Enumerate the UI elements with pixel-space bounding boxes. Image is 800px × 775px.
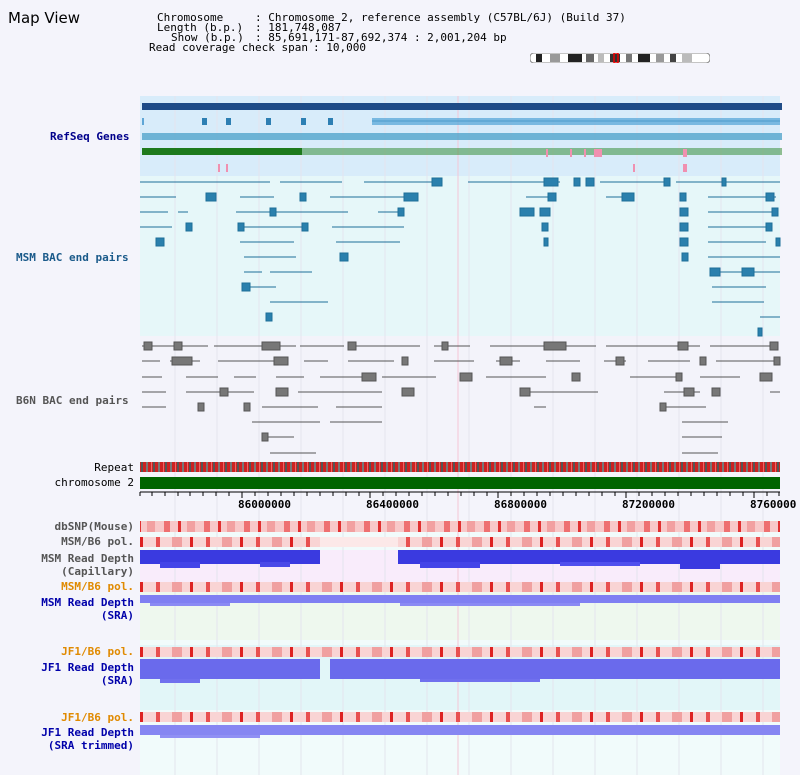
track-label-refseq[interactable]: RefSeq Genes [50,130,130,143]
coverage-key: Read coverage check span [149,41,308,54]
track-label-msm-depth-capillary-sub: (Capillary) [61,565,134,578]
axis-label: 86000000 [238,498,291,511]
msm-depth-sra [140,595,780,606]
msm-b6-pol-heat-1 [140,537,780,547]
length-value: : 181,748,087 [255,21,342,34]
length-key: Length (b.p.) [157,21,244,34]
jf1-depth-trimmed [140,725,780,738]
page-title: Map View [8,9,81,27]
track-label-jf1-b6-pol-1[interactable]: JF1/B6 pol. [61,645,134,658]
track-label-jf1-depth-sra[interactable]: JF1 Read Depth [41,661,134,674]
msm-b6-pol-heat-2 [140,582,780,592]
track-label-msm-depth-sra[interactable]: MSM Read Depth [41,596,134,609]
track-label-jf1-depth-trimmed[interactable]: JF1 Read Depth [41,726,134,739]
dbsnp-heat [140,521,780,532]
axis-label: 86400000 [366,498,419,511]
track-label-msm-b6-pol-2[interactable]: MSM/B6 pol. [61,580,134,593]
track-label-msm-b6-pol-1[interactable]: MSM/B6 pol. [61,535,134,548]
track-label-jf1-b6-pol-2[interactable]: JF1/B6 pol. [61,711,134,724]
chromosome-key: Chromosome [157,11,224,24]
axis-ticks [139,492,780,498]
msm-depth-capillary [140,550,780,569]
jf1-depth-sra [140,659,780,683]
track-label-msm-depth-sra-sub: (SRA) [100,609,134,622]
chromosome-value: : Chromosome 2, reference assembly (C57B… [255,11,626,24]
track-label-b6n-bac[interactable]: B6N BAC end pairs [16,394,129,407]
track-label-msm-depth-capillary[interactable]: MSM Read Depth [41,552,134,565]
track-label-dbsnp[interactable]: dbSNP(Mouse) [54,520,134,533]
track-label-msm-bac[interactable]: MSM BAC end pairs [16,251,129,264]
repeat-bar [140,462,780,472]
show-key: Show (b.p.) [171,31,244,44]
axis-label: 8760000 [750,498,797,511]
show-value: : 85,691,171-87,692,374 : 2,001,204 bp [255,31,507,44]
track-label-jf1-depth-trimmed-sub: (SRA trimmed) [47,739,134,752]
chromosome-bar [140,477,780,489]
msm-bac-pairs [140,177,781,337]
axis-label: 86800000 [494,498,547,511]
chromosome-ideogram[interactable] [530,53,710,63]
track-label-jf1-depth-sra-sub: (SRA) [100,674,134,687]
track-label-repeat: Repeat [94,461,134,474]
b6n-bac-pairs [142,341,781,454]
axis-label: 87200000 [622,498,675,511]
jf1-b6-pol-heat-1 [140,647,780,657]
track-label-chromosome: chromosome 2 [54,476,134,489]
jf1-b6-pol-heat-2 [140,712,780,722]
coverage-value: : 10,000 [313,41,366,54]
refseq-gene-rows [142,103,782,172]
